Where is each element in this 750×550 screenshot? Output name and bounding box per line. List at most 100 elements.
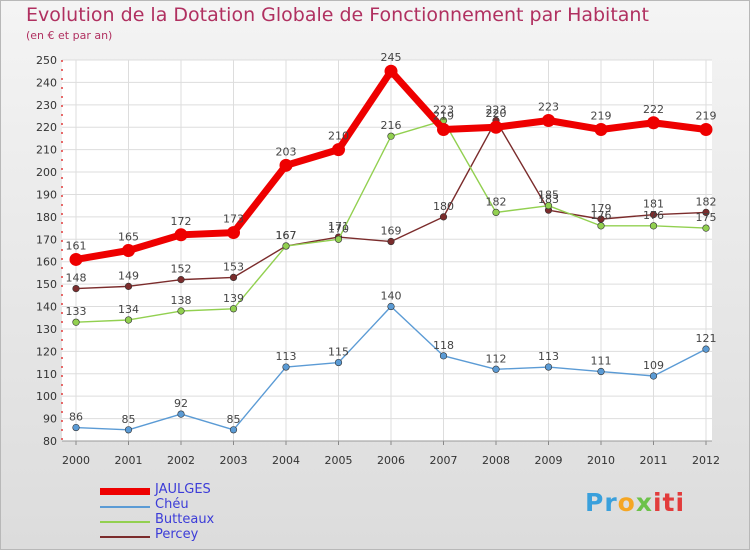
- data-label: 176: [643, 209, 664, 222]
- data-point: [332, 143, 345, 157]
- data-label: 219: [433, 109, 454, 122]
- y-tick-label: 140: [36, 301, 57, 314]
- data-label: 148: [66, 272, 87, 285]
- data-label: 111: [591, 355, 612, 368]
- data-point: [174, 228, 188, 242]
- data-label: 169: [381, 225, 402, 238]
- data-label: 149: [118, 269, 139, 282]
- data-point: [124, 316, 133, 324]
- data-point: [384, 64, 398, 78]
- data-label: 216: [381, 119, 402, 132]
- data-label: 182: [696, 195, 717, 208]
- x-tick-label: 2012: [692, 454, 720, 467]
- data-label: 172: [171, 215, 192, 228]
- data-point: [387, 237, 395, 246]
- y-tick-label: 190: [36, 188, 57, 201]
- x-tick-label: 2001: [115, 454, 143, 467]
- data-point: [69, 252, 83, 266]
- data-label: 220: [486, 107, 507, 120]
- y-tick-label: 240: [36, 76, 57, 89]
- data-point: [702, 208, 710, 216]
- legend-label: Chéu: [155, 497, 189, 512]
- data-label: 138: [171, 294, 192, 307]
- x-tick-label: 2006: [377, 454, 405, 467]
- data-label: 245: [381, 51, 402, 64]
- data-label: 185: [538, 189, 559, 202]
- data-point: [72, 423, 80, 432]
- x-tick-label: 2011: [640, 454, 668, 467]
- data-point: [387, 302, 395, 311]
- data-label: 134: [118, 303, 139, 316]
- data-label: 152: [171, 263, 192, 276]
- data-point: [177, 276, 185, 284]
- data-point: [597, 367, 605, 376]
- data-label: 219: [696, 109, 717, 122]
- data-label: 203: [276, 145, 297, 158]
- x-tick-label: 2000: [62, 454, 90, 467]
- data-point: [282, 363, 290, 371]
- data-point: [282, 242, 290, 250]
- y-tick-label: 90: [43, 413, 57, 426]
- data-label: 140: [381, 290, 402, 303]
- legend-swatch: [100, 488, 150, 495]
- y-tick-label: 160: [36, 256, 57, 269]
- data-point: [227, 226, 240, 240]
- x-tick-label: 2007: [430, 454, 458, 467]
- legend-swatch: [100, 506, 150, 508]
- data-point: [702, 224, 710, 232]
- data-point: [437, 122, 450, 136]
- data-label: 112: [486, 352, 507, 365]
- data-label: 182: [486, 195, 507, 208]
- data-label: 113: [538, 350, 559, 363]
- data-point: [492, 208, 500, 216]
- x-tick-label: 2009: [535, 454, 563, 467]
- legend-label: Percey: [155, 527, 199, 542]
- data-point: [544, 202, 553, 210]
- data-label: 86: [69, 411, 83, 424]
- data-point: [279, 158, 293, 172]
- data-label: 180: [433, 200, 454, 213]
- data-point: [122, 244, 135, 257]
- data-point: [334, 235, 343, 243]
- brand-part: Pr: [585, 488, 618, 517]
- data-label: 210: [328, 130, 349, 143]
- data-point: [229, 305, 238, 313]
- chart-subtitle: (en € et par an): [26, 29, 113, 42]
- y-tick-label: 220: [36, 121, 57, 134]
- data-label: 165: [118, 231, 139, 244]
- data-label: 167: [276, 229, 297, 242]
- brand-part: o: [617, 488, 636, 517]
- data-point: [489, 120, 503, 134]
- data-label: 153: [223, 260, 244, 273]
- data-point: [334, 358, 343, 367]
- data-point: [124, 426, 133, 434]
- y-tick-label: 120: [36, 345, 57, 358]
- data-label: 222: [643, 103, 664, 116]
- legend-label: JAULGES: [155, 482, 211, 497]
- data-point: [542, 114, 555, 128]
- data-label: 139: [223, 292, 244, 305]
- data-label: 133: [66, 305, 87, 318]
- data-point: [124, 282, 133, 290]
- data-label: 121: [696, 332, 717, 345]
- y-tick-label: 200: [36, 166, 57, 179]
- data-label: 170: [328, 222, 349, 235]
- data-point: [594, 122, 608, 136]
- data-label: 85: [122, 413, 136, 426]
- data-label: 183: [538, 193, 559, 206]
- data-point: [387, 132, 395, 140]
- brand-part: x: [635, 488, 653, 517]
- chart-title: Evolution de la Dotation Globale de Fonc…: [26, 4, 649, 26]
- data-label: 161: [66, 239, 87, 252]
- data-point: [72, 285, 80, 293]
- data-label: 181: [643, 198, 664, 211]
- data-point: [492, 365, 500, 373]
- data-label: 223: [433, 104, 454, 117]
- data-label: 175: [696, 211, 717, 224]
- data-label: 109: [643, 359, 664, 372]
- x-tick-label: 2010: [587, 454, 615, 467]
- legend-label: Butteaux: [155, 512, 215, 527]
- data-point: [647, 116, 660, 130]
- legend-swatch: [100, 536, 150, 538]
